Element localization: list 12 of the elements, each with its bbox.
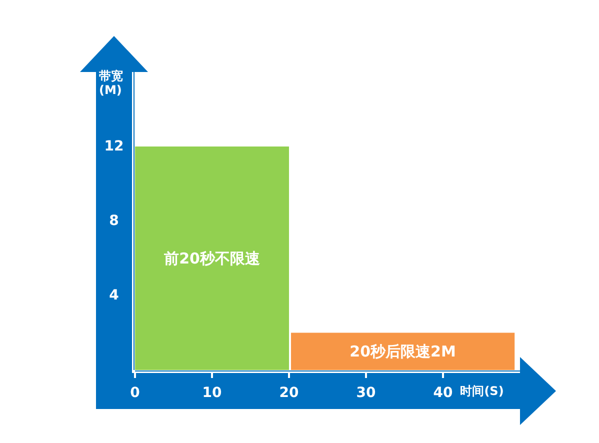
x-tick-label: 40	[433, 385, 453, 401]
y-tick-label: 12	[104, 138, 124, 154]
annotation: 20秒后限速2M	[350, 342, 456, 360]
x-tick-label: 30	[356, 385, 376, 401]
y-axis-title: 带宽(M)	[99, 69, 123, 97]
y-tick-label: 4	[109, 288, 120, 304]
x-tick-label: 0	[130, 385, 140, 401]
x-tick-label: 10	[202, 385, 222, 401]
x-tick-label: 20	[279, 385, 299, 401]
x-axis-title: 时间(S)	[460, 384, 504, 398]
y-tick-label: 8	[109, 213, 119, 229]
annotation: 前20秒不限速	[163, 249, 261, 268]
